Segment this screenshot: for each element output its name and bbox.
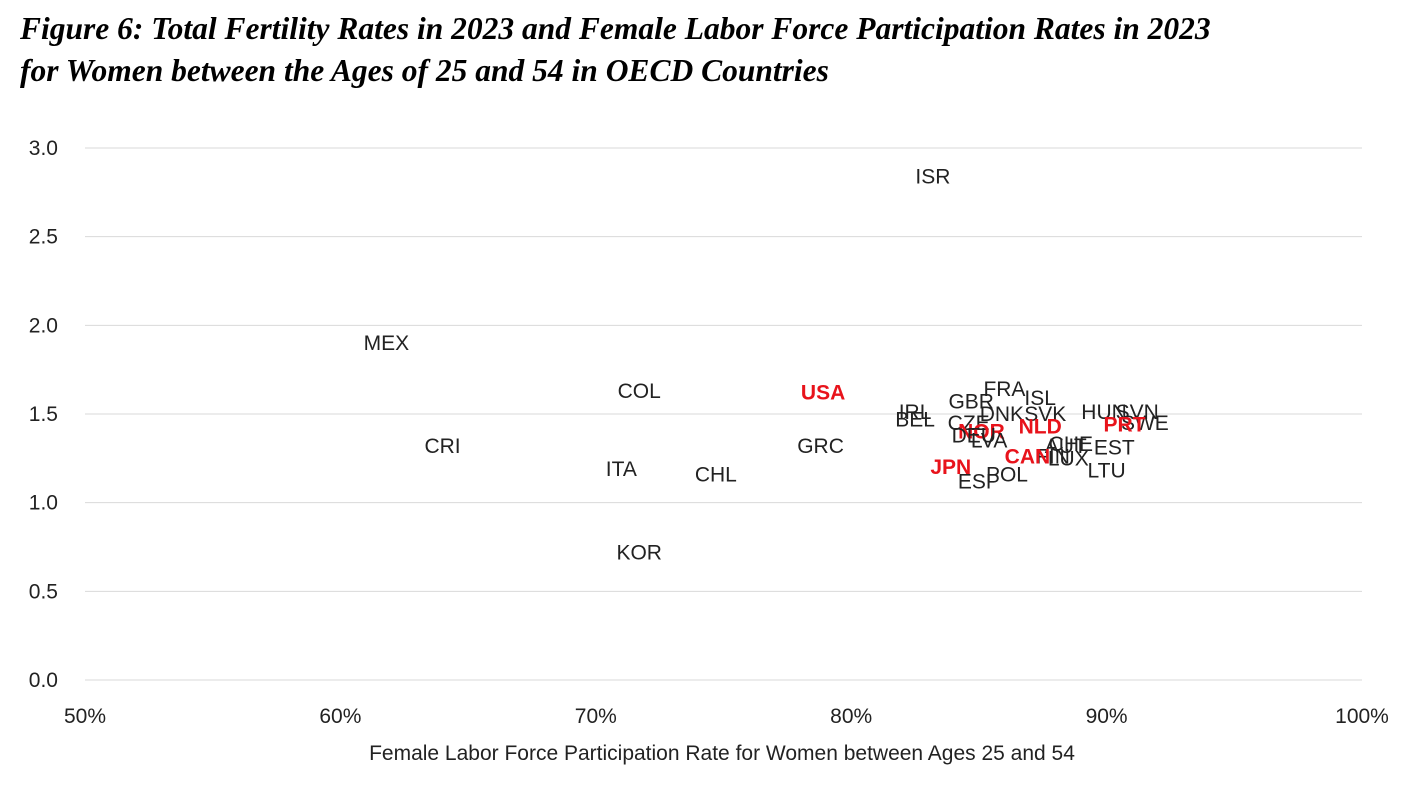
point-label-isl: ISL [1024,387,1056,410]
point-label-col: COL [618,380,661,403]
y-tick-label: 3.0 [29,137,58,160]
point-label-deu: DEU [952,424,996,447]
gridlines [85,147,1362,681]
point-label-fra: FRA [983,378,1025,401]
x-tick-label: 80% [830,705,872,728]
x-tick-label: 100% [1335,705,1389,728]
chart-title-line-2: for Women between the Ages of 25 and 54 … [20,53,829,88]
point-label-hun: HUN [1081,401,1127,424]
y-tick-label: 0.5 [29,580,58,603]
point-label-aut: AUT [1045,435,1087,458]
point-label-chl: CHL [695,463,737,486]
y-tick-label: 1.0 [29,492,58,515]
point-label-ltu: LTU [1088,460,1126,483]
x-axis-tick-labels: 50% 60% 70% 80% 90% 100% [64,705,1389,728]
chart-title: Figure 6: Total Fertility Rates in 2023 … [20,8,1400,92]
point-label-grc: GRC [797,435,844,458]
x-tick-label: 70% [575,705,617,728]
point-label-jpn: JPN [930,456,971,479]
point-label-mex: MEX [364,332,410,355]
x-axis-title: Female Labor Force Participation Rate fo… [369,742,1075,765]
y-tick-label: 1.5 [29,403,58,426]
point-label-bel: BEL [895,408,935,431]
point-label-lva: LVA [971,430,1008,453]
point-label-prt: PRT [1103,414,1145,437]
point-label-usa: USA [801,382,845,405]
point-label-fin: FIN [1036,446,1070,469]
point-label-cri: CRI [424,435,460,458]
point-label-ita: ITA [606,458,637,481]
point-label-nor: NOR [958,421,1005,444]
point-label-est: EST [1094,437,1135,460]
point-label-isr: ISR [915,165,950,188]
chart-title-line-1: Figure 6: Total Fertility Rates in 2023 … [20,11,1211,46]
point-label-irl: IRL [899,401,932,424]
y-tick-label: 0.0 [29,669,58,692]
point-label-esp: ESP [958,470,1000,493]
x-tick-label: 50% [64,705,106,728]
y-tick-label: 2.0 [29,314,58,337]
point-label-can: CAN [1005,446,1051,469]
x-tick-label: 60% [319,705,361,728]
x-tick-label: 90% [1086,705,1128,728]
point-label-nld: NLD [1019,415,1062,438]
point-label-kor: KOR [616,541,662,564]
y-axis-tick-labels: 0.0 0.5 1.0 1.5 2.0 2.5 3.0 [29,137,58,692]
point-label-svk: SVK [1024,403,1066,426]
point-label-svn: SVN [1116,401,1159,424]
point-label-swe: SWE [1121,412,1169,435]
point-label-pol: POL [986,463,1028,486]
point-label-lux: LUX [1048,447,1089,470]
point-label-dnk: DNK [980,403,1024,426]
point-label-cze: CZE [948,412,990,435]
point-label-gbr: GBR [948,391,994,414]
point-label-che: CHE [1049,433,1093,456]
y-tick-label: 2.5 [29,226,58,249]
